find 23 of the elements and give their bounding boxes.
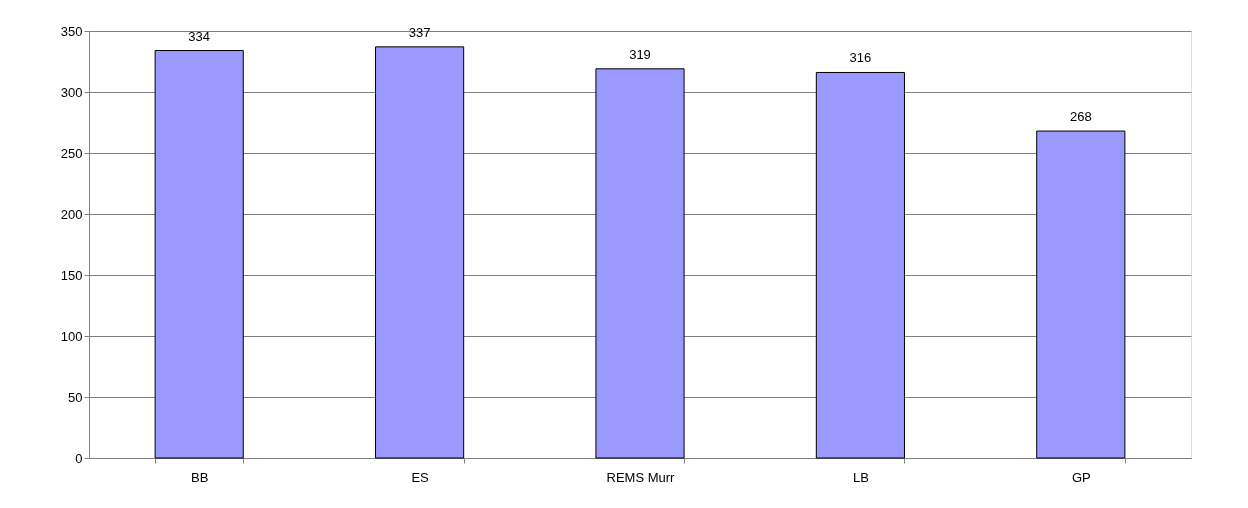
x-tick-label: ES (411, 469, 430, 485)
x-tick-label: GP (1071, 469, 1091, 485)
y-tick-label: 50 (68, 389, 83, 405)
y-tick-label: 0 (75, 450, 83, 466)
x-tick-label: REMS Murr (606, 469, 676, 485)
data-label: 334 (188, 28, 211, 44)
x-tick-label: BB (191, 469, 209, 485)
y-tick-label: 300 (60, 84, 83, 100)
data-label: 337 (408, 24, 431, 40)
bar (1036, 130, 1126, 459)
y-tick-label: 150 (60, 267, 83, 283)
bar (815, 71, 905, 459)
data-label: 268 (1069, 109, 1092, 125)
y-tick-label: 200 (60, 206, 83, 222)
y-tick-label: 250 (60, 145, 83, 161)
data-label: 319 (629, 46, 651, 62)
x-tick-label: LB (852, 469, 869, 485)
bar (375, 46, 465, 459)
y-tick-label: 100 (60, 328, 83, 344)
y-tick-label: 350 (60, 23, 83, 39)
data-label: 316 (849, 50, 872, 66)
bar (595, 68, 685, 459)
bar (154, 50, 244, 459)
